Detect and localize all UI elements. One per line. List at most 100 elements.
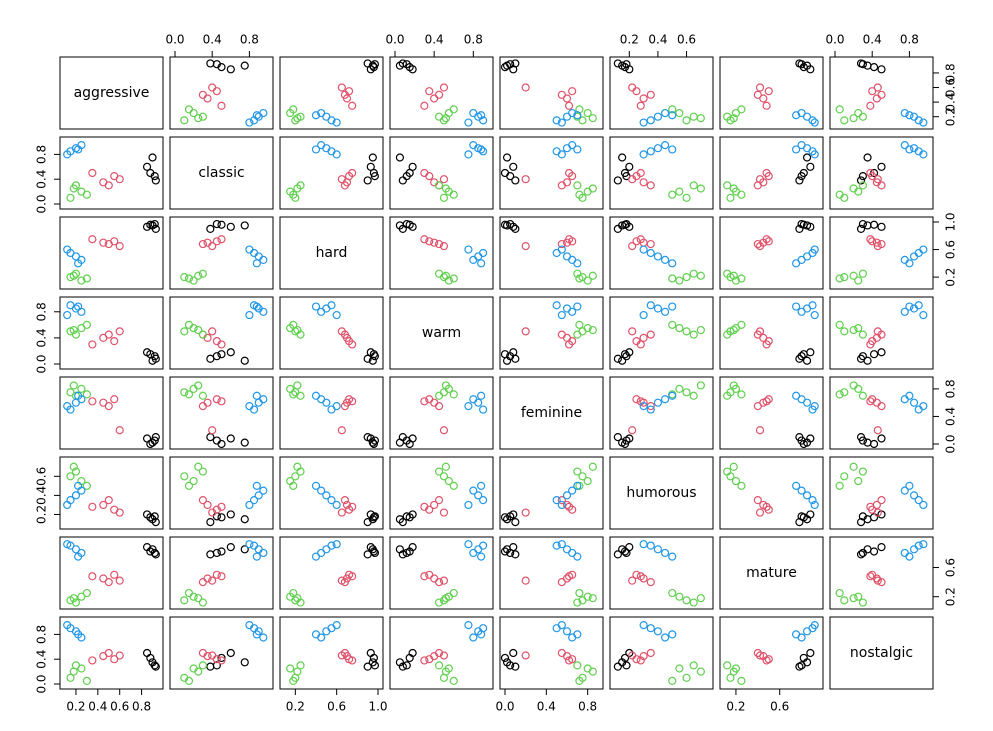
point — [226, 65, 235, 74]
point — [208, 508, 217, 517]
point — [180, 388, 189, 397]
point — [557, 310, 566, 320]
tick-label: 0.4 — [944, 93, 958, 112]
point — [806, 434, 815, 443]
point — [425, 237, 434, 246]
point — [573, 259, 582, 268]
point — [849, 594, 858, 603]
point — [82, 274, 91, 283]
point — [869, 350, 879, 359]
point — [636, 340, 645, 349]
point — [737, 190, 746, 199]
point — [682, 596, 691, 605]
point — [405, 653, 414, 663]
point — [868, 395, 877, 404]
point — [509, 648, 518, 658]
point — [810, 150, 819, 159]
point — [689, 391, 698, 400]
point — [77, 307, 86, 316]
point — [810, 118, 819, 127]
point — [792, 111, 801, 120]
point — [500, 653, 510, 663]
point — [66, 472, 75, 481]
point — [900, 486, 909, 495]
point — [212, 395, 221, 404]
panel — [389, 376, 494, 450]
point — [363, 662, 372, 671]
point — [217, 220, 226, 229]
point — [63, 402, 72, 411]
tick-label: 0.4 — [35, 650, 49, 669]
point — [755, 508, 765, 517]
point — [723, 181, 732, 190]
point — [150, 512, 159, 521]
point — [434, 661, 444, 670]
point — [180, 472, 189, 481]
point — [150, 548, 159, 558]
point — [653, 252, 663, 261]
point — [289, 190, 298, 199]
point — [854, 476, 863, 486]
point — [332, 118, 341, 127]
point — [252, 391, 261, 400]
point — [434, 239, 444, 249]
point — [104, 496, 113, 505]
point — [439, 83, 449, 92]
panel — [279, 296, 384, 370]
point — [792, 391, 801, 400]
panel — [609, 56, 714, 130]
panel — [609, 536, 714, 610]
point — [632, 655, 641, 664]
point — [737, 274, 746, 283]
point — [439, 426, 449, 435]
point — [578, 472, 587, 481]
point — [69, 184, 78, 193]
point — [180, 327, 189, 336]
point — [146, 653, 155, 663]
point — [858, 512, 868, 521]
point — [858, 548, 868, 558]
point — [398, 662, 407, 671]
point — [206, 433, 215, 442]
point — [588, 594, 597, 603]
point — [762, 101, 771, 110]
point — [245, 245, 254, 254]
point — [849, 462, 858, 471]
point — [311, 391, 321, 400]
point — [877, 90, 886, 99]
point — [104, 648, 113, 658]
point — [646, 181, 655, 190]
point — [115, 426, 124, 435]
tick-label: 0.6 — [327, 700, 346, 714]
point — [430, 500, 439, 510]
point — [245, 540, 254, 549]
point — [63, 500, 72, 510]
point — [217, 653, 226, 663]
point — [88, 340, 97, 349]
point — [849, 325, 858, 335]
point — [562, 491, 572, 500]
point — [184, 390, 194, 399]
point — [795, 517, 804, 527]
point — [588, 325, 597, 335]
point — [425, 87, 434, 96]
point — [194, 381, 203, 390]
point — [835, 190, 844, 199]
point — [564, 101, 574, 110]
point — [613, 176, 622, 185]
point — [810, 402, 819, 411]
point — [660, 633, 670, 642]
point — [682, 193, 691, 202]
point — [151, 662, 160, 671]
point — [189, 476, 198, 486]
point — [568, 141, 577, 150]
point — [146, 439, 155, 449]
point — [82, 676, 91, 686]
point — [293, 462, 302, 471]
point — [636, 168, 645, 178]
point — [217, 397, 226, 406]
tick-label: 0.2 — [944, 268, 958, 287]
point — [835, 390, 844, 399]
point — [797, 108, 806, 118]
point — [628, 426, 637, 435]
